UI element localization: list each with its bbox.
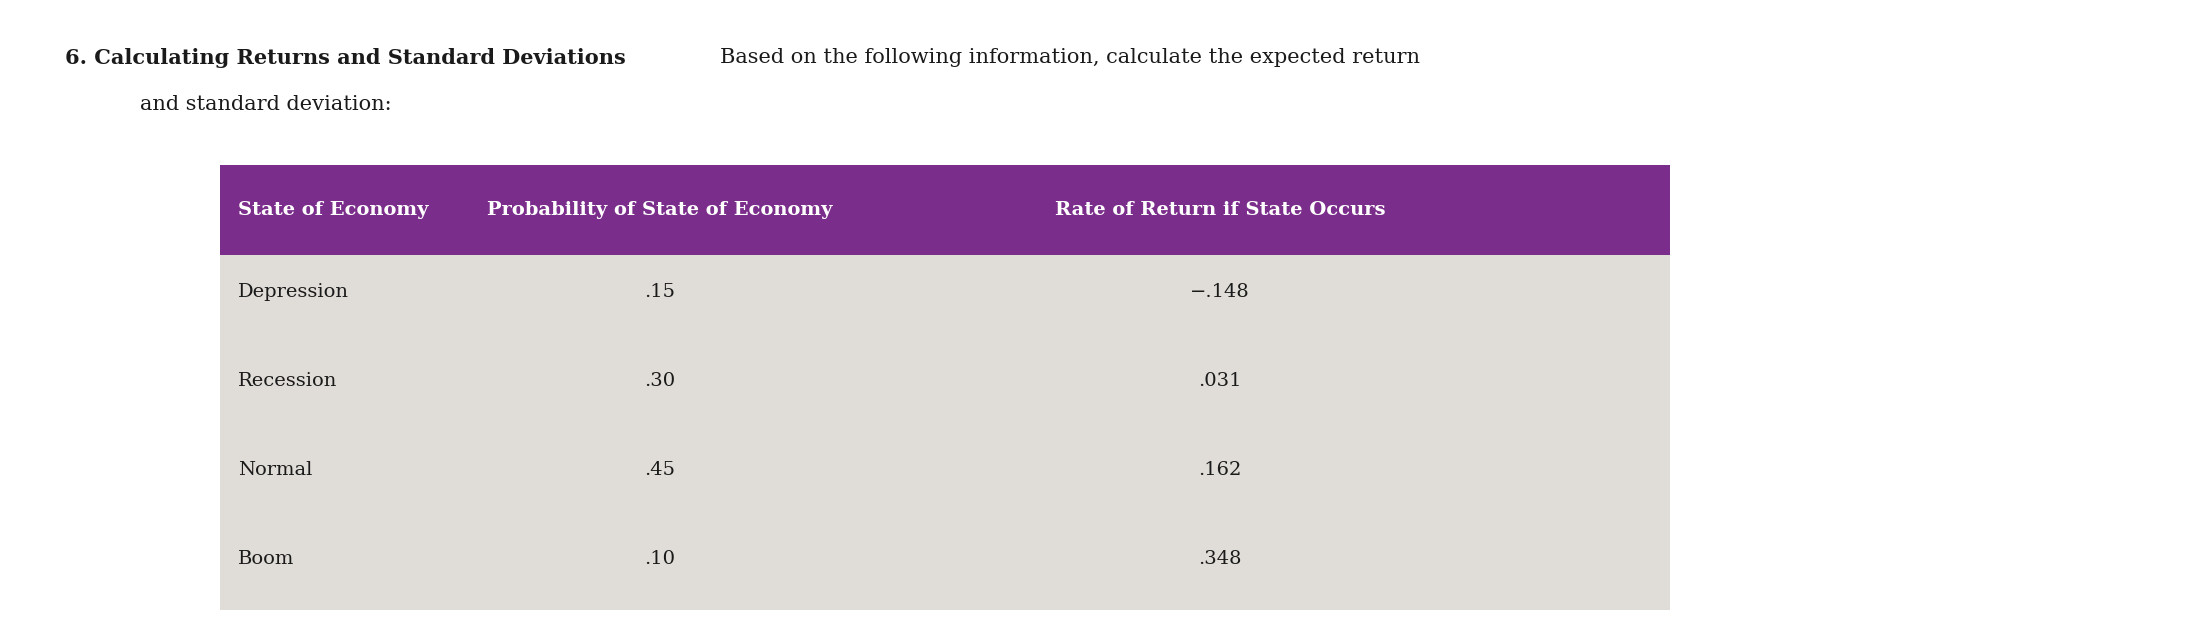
Text: Boom: Boom: [237, 549, 294, 568]
Bar: [220, 165, 1669, 255]
Text: 6. Calculating Returns and Standard Deviations: 6. Calculating Returns and Standard Devi…: [66, 48, 626, 68]
Text: Depression: Depression: [237, 283, 349, 301]
Text: .348: .348: [1199, 549, 1241, 568]
Text: .031: .031: [1199, 372, 1241, 390]
Text: Rate of Return if State Occurs: Rate of Return if State Occurs: [1054, 201, 1386, 219]
Text: and standard deviation:: and standard deviation:: [141, 95, 391, 114]
Text: .15: .15: [643, 283, 676, 301]
Text: −.148: −.148: [1190, 283, 1250, 301]
Text: .162: .162: [1199, 461, 1241, 479]
Text: Based on the following information, calculate the expected return: Based on the following information, calc…: [720, 48, 1421, 67]
Text: .10: .10: [643, 549, 676, 568]
Text: State of Economy: State of Economy: [237, 201, 428, 219]
Bar: [220, 255, 1669, 610]
Text: Normal: Normal: [237, 461, 312, 479]
Text: .30: .30: [643, 372, 676, 390]
Text: Probability of State of Economy: Probability of State of Economy: [488, 201, 832, 219]
Text: Recession: Recession: [237, 372, 338, 390]
Text: .45: .45: [643, 461, 676, 479]
